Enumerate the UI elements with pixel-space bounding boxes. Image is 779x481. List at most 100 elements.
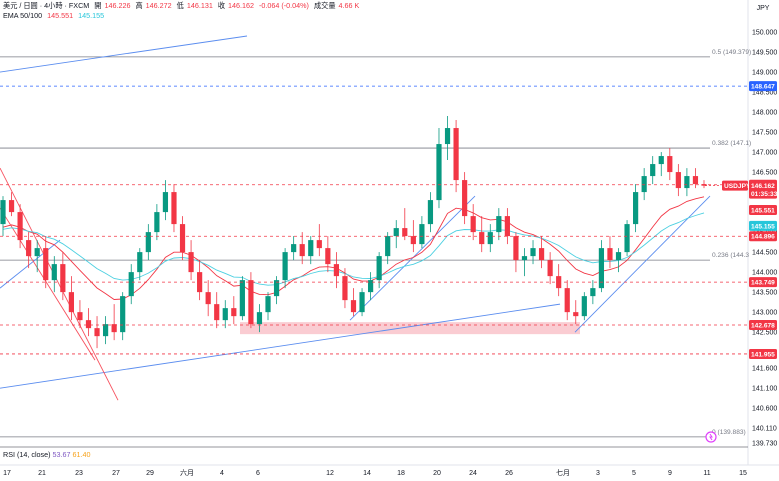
candle: [504, 208, 510, 245]
candle: [248, 272, 254, 329]
x-tick-label: 26: [505, 470, 513, 477]
candle-body: [590, 288, 596, 297]
candle: [43, 236, 49, 289]
support-zone: [240, 322, 580, 335]
candle-body: [658, 156, 664, 165]
candle: [26, 232, 32, 269]
candle-body: [316, 240, 322, 249]
candle: [342, 268, 348, 309]
change-value: -0.064 (-0.04%): [259, 1, 309, 10]
rsi-value: 53.67: [52, 450, 71, 459]
y-tick-label: 146.500: [752, 170, 777, 177]
price-badge-label: 142.678: [751, 322, 775, 329]
x-tick-label: 29: [146, 470, 154, 477]
price-badge[interactable]: [749, 205, 777, 216]
price-badge[interactable]: [749, 348, 777, 359]
candle: [265, 292, 271, 321]
fib-level-label: 0 (139.883): [712, 429, 746, 436]
candle: [701, 180, 707, 189]
candle-body: [393, 228, 399, 237]
ema-legend[interactable]: EMA 50/100 145.551 145.155: [3, 11, 107, 20]
y-tick-label: 139.730: [752, 441, 777, 448]
candle-body: [51, 264, 57, 281]
price-badge[interactable]: [749, 277, 777, 288]
candle-body: [359, 292, 365, 313]
candle: [675, 164, 681, 197]
candle: [214, 292, 220, 329]
channel-line-lower: [0, 207, 96, 361]
candle: [94, 316, 100, 349]
symbol-title[interactable]: 美元 / 日圓 · 4小時 · FXCM: [3, 1, 90, 10]
candle-body: [273, 280, 280, 297]
price-badge-label: 145.155: [751, 223, 775, 230]
x-tick-label: 12: [326, 470, 334, 477]
price-badge-label: 141.955: [751, 351, 775, 358]
candle-body: [513, 236, 519, 261]
x-tick-label: 21: [38, 470, 46, 477]
candle-body: [239, 280, 245, 317]
last-price-badge[interactable]: [749, 180, 777, 199]
price-badge[interactable]: [749, 320, 777, 331]
ema100-line: [2, 212, 705, 286]
candle: [573, 300, 579, 325]
candle: [17, 204, 23, 249]
candle: [205, 280, 211, 317]
candle: [530, 240, 536, 265]
ema50-line: [2, 196, 705, 300]
volume-label: 成交量: [313, 1, 336, 10]
candle: [239, 276, 245, 321]
rsi-legend[interactable]: RSI (14, close) 53.67 61.40: [3, 450, 91, 459]
candle: [68, 276, 74, 321]
candle: [547, 252, 553, 285]
symbol-badge[interactable]: [722, 180, 748, 191]
candle: [470, 204, 476, 241]
candle-body: [308, 240, 314, 257]
candle: [291, 236, 297, 261]
candle: [51, 256, 57, 293]
candle-body: [171, 192, 177, 225]
ema50-value: 145.551: [47, 11, 74, 20]
candle: [581, 292, 587, 321]
price-badge-label: 143.749: [751, 280, 775, 287]
candle: [359, 288, 365, 317]
candle-body: [684, 176, 690, 189]
y-tick-label: 148.500: [752, 90, 777, 97]
y-tick-label: 149.000: [752, 70, 777, 77]
alert-icon[interactable]: [705, 431, 717, 443]
candle-body: [34, 248, 40, 257]
candle: [624, 220, 630, 257]
candle: [487, 224, 493, 253]
trend-line-rise: [574, 195, 711, 333]
candle: [367, 272, 374, 301]
candle: [556, 264, 562, 297]
candle: [521, 248, 528, 277]
candle: [650, 156, 656, 185]
candle-body: [231, 308, 237, 317]
candle: [615, 248, 622, 273]
candle: [376, 252, 382, 289]
candle-body: [633, 192, 639, 225]
candle: [171, 184, 177, 233]
candle-body: [102, 324, 109, 337]
candle-body: [427, 200, 434, 225]
candle: [316, 224, 322, 257]
candle-body: [60, 264, 66, 293]
y-tick-label: 148.000: [752, 110, 777, 117]
candle: [658, 152, 664, 177]
price-badge[interactable]: [749, 220, 777, 231]
ema-label: EMA 50/100: [3, 11, 43, 20]
fib-level-label: 0.236 (144.3: [712, 252, 749, 259]
candle-body: [641, 176, 647, 193]
y-tick-label: 140.600: [752, 406, 777, 413]
candle-body: [479, 232, 485, 245]
candle: [145, 224, 151, 261]
price-badge[interactable]: [749, 231, 777, 242]
price-badge[interactable]: [749, 81, 777, 92]
x-tick-label: 17: [3, 470, 11, 477]
candle-body: [111, 324, 117, 333]
x-tick-label: 3: [596, 470, 600, 477]
x-tick-label: 23: [75, 470, 83, 477]
candle-body: [128, 272, 134, 297]
x-tick-label: 11: [703, 470, 710, 477]
